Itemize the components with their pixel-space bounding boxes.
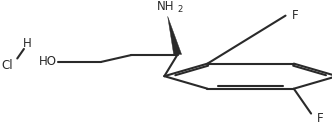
- Text: HO: HO: [39, 55, 56, 68]
- Text: F: F: [292, 9, 299, 22]
- Text: H: H: [23, 37, 32, 50]
- Text: Cl: Cl: [1, 59, 13, 72]
- Text: NH: NH: [157, 0, 175, 13]
- Text: F: F: [317, 112, 324, 126]
- Polygon shape: [168, 16, 182, 54]
- Text: 2: 2: [177, 5, 182, 14]
